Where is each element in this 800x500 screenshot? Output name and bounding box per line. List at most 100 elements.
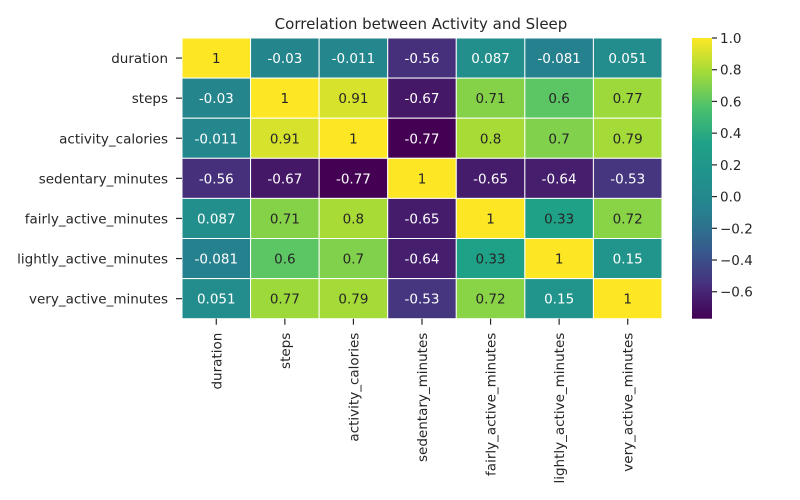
- colorbar-gradient: [692, 38, 712, 319]
- y-tick-label: very_active_minutes: [29, 292, 168, 308]
- heatmap-cell: [592, 117, 663, 159]
- heatmap-cell: [318, 278, 389, 320]
- cell-value-label: 1: [623, 292, 632, 308]
- y-tick-label: steps: [132, 91, 168, 107]
- cell-value-label: -0.64: [542, 171, 577, 187]
- cell-value-label: 0.087: [471, 51, 510, 67]
- cell-value-label: 0.33: [544, 211, 574, 227]
- cell-value-label: -0.011: [332, 51, 376, 67]
- cell-value-label: 1: [418, 171, 427, 187]
- heatmap-cell: [181, 197, 252, 239]
- heatmap-cell: [250, 238, 320, 280]
- heatmap-cell: [318, 117, 389, 159]
- colorbar-tick-label: 0.6: [720, 94, 741, 110]
- cell-value-label: -0.64: [405, 252, 440, 268]
- colorbar-tick-label: 0.0: [720, 190, 741, 206]
- heatmap-cell: [318, 197, 389, 239]
- colorbar-tick-label: −0.6: [720, 285, 753, 301]
- cell-value-label: -0.77: [405, 131, 440, 147]
- heatmap-cell: [181, 157, 252, 199]
- x-tick-labels: duration steps activity_calories sedentary_…: [209, 318, 637, 484]
- cell-value-label: 0.71: [476, 91, 506, 107]
- x-tick-label: duration: [209, 333, 225, 390]
- heatmap-cell: [387, 117, 457, 159]
- cell-value-label: 0.77: [613, 91, 643, 107]
- cell-value-label: 0.91: [338, 91, 368, 107]
- heatmap-cell: [524, 157, 594, 199]
- cell-value-label: -0.67: [267, 171, 302, 187]
- cell-value-label: 1: [281, 91, 290, 107]
- colorbar-tick-label: 0.2: [720, 158, 741, 174]
- cell-value-label: 0.71: [270, 211, 300, 227]
- cell-value-label: 0.8: [480, 131, 501, 147]
- cell-value-label: -0.65: [405, 211, 440, 227]
- y-tick-label: sedentary_minutes: [39, 171, 168, 187]
- cell-value-label: -0.77: [336, 171, 371, 187]
- x-tick-label: lightly_active_minutes: [552, 333, 568, 484]
- cell-value-label: 1: [212, 51, 221, 67]
- cell-value-label: -0.03: [267, 51, 302, 67]
- heatmap-cell: [181, 37, 252, 79]
- heatmap-cell: [181, 238, 252, 280]
- heatmap-cell: [524, 278, 594, 320]
- cell-value-label: -0.081: [537, 51, 581, 67]
- cell-value-label: 0.6: [548, 91, 569, 107]
- y-tick-label: fairly_active_minutes: [25, 211, 168, 227]
- heatmap-cell: [455, 278, 526, 320]
- cell-value-label: 0.087: [197, 211, 236, 227]
- x-tick-label: sedentary_minutes: [415, 333, 431, 462]
- cell-value-label: 0.79: [338, 292, 368, 308]
- colorbar-tick-label: −0.2: [720, 221, 753, 237]
- x-tick-label: activity_calories: [346, 333, 362, 442]
- heatmap-cell: [318, 77, 389, 119]
- heatmap-cell: [181, 278, 252, 320]
- cell-value-label: 0.33: [476, 252, 506, 268]
- heatmap-cell: [455, 238, 526, 280]
- cell-value-label: 0.051: [197, 292, 236, 308]
- cell-value-label: 0.72: [613, 211, 643, 227]
- cell-value-label: 1: [349, 131, 358, 147]
- cell-value-label: 0.8: [343, 211, 364, 227]
- cell-value-label: -0.67: [405, 91, 440, 107]
- heatmap-cell: [524, 37, 594, 79]
- y-tick-label: activity_calories: [59, 131, 168, 147]
- cell-value-label: -0.011: [195, 131, 239, 147]
- heatmap-cell: [592, 278, 663, 320]
- cell-value-label: 0.77: [270, 292, 300, 308]
- y-tick-label: lightly_active_minutes: [17, 252, 168, 268]
- cell-value-label: 0.15: [613, 252, 643, 268]
- heatmap-cell: [250, 117, 320, 159]
- colorbar-tick-label: 0.8: [720, 63, 741, 79]
- heatmap-cell: [250, 37, 320, 79]
- colorbar-tick-label: −0.4: [720, 253, 753, 269]
- heatmap-cell: [592, 238, 663, 280]
- cell-value-label: 0.79: [613, 131, 643, 147]
- heatmap-cell: [318, 37, 389, 79]
- chart-title: Correlation between Activity and Sleep: [275, 15, 568, 33]
- cell-value-label: -0.53: [610, 171, 645, 187]
- y-tick-labels: duration steps activity_calories sedentary_…: [17, 51, 182, 308]
- cell-value-label: 0.6: [274, 252, 295, 268]
- cell-value-label: 0.15: [544, 292, 574, 308]
- heatmap-cell: [455, 77, 526, 119]
- x-tick-label: very_active_minutes: [621, 333, 637, 472]
- x-tick-label: fairly_active_minutes: [484, 333, 500, 476]
- heatmap-cell: [592, 157, 663, 199]
- cell-value-label: 0.051: [608, 51, 647, 67]
- cell-value-label: -0.03: [199, 91, 234, 107]
- cell-value-label: 0.91: [270, 131, 300, 147]
- heatmap-cell: [455, 117, 526, 159]
- colorbar-tick-label: 1.0: [720, 31, 741, 47]
- cell-value-label: -0.53: [405, 292, 440, 308]
- cell-value-label: -0.65: [473, 171, 508, 187]
- cell-value-label: 0.7: [548, 131, 569, 147]
- heatmap-cell: [524, 117, 594, 159]
- cell-value-label: 0.7: [343, 252, 364, 268]
- cell-value-label: 1: [486, 211, 495, 227]
- heatmap-cell: [592, 77, 663, 119]
- cell-value-label: -0.56: [199, 171, 234, 187]
- x-tick-label: steps: [278, 333, 294, 369]
- heatmap-cell: [387, 238, 457, 280]
- cell-value-label: 1: [555, 252, 564, 268]
